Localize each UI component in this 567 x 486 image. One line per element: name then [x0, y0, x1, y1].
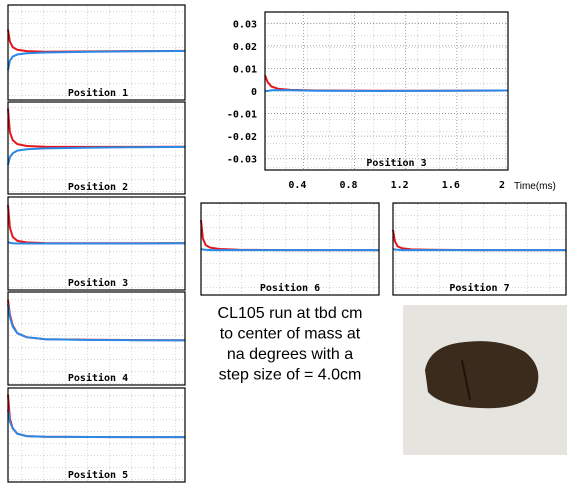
x-tick-label: 0.4 [288, 180, 306, 191]
trace [392, 248, 566, 252]
trace [7, 241, 186, 245]
panel-title: Position 1 [68, 87, 128, 99]
trace [7, 409, 185, 439]
y-tick-label: -0.02 [227, 132, 257, 143]
panel: 0.03 0.02 0.01 0 -0.01 -0.02 -0.03 0.4 0.8 1.2 1.6… [227, 11, 556, 192]
trace [200, 248, 379, 252]
caption-line: to center of mass at [220, 326, 361, 343]
panel: Position 2 [7, 101, 186, 195]
panel: Position 1 [7, 4, 186, 101]
plot-frame [7, 196, 186, 291]
panel-title: Position 3 [68, 277, 128, 289]
panel: Position 3 [7, 196, 186, 291]
panel: Position 4 [7, 291, 186, 386]
panel-title: Position 3 [366, 157, 426, 169]
y-tick-label: -0.03 [227, 155, 257, 166]
panel-title: Position 4 [68, 372, 128, 384]
x-tick-label: 1.6 [442, 180, 460, 191]
x-axis-label: Time(ms) [514, 181, 556, 192]
x-tick-label: 1.2 [391, 180, 409, 191]
caption: CL105 run at tbd cm to center of mass at n… [218, 305, 363, 384]
plot-frame [7, 387, 186, 483]
plot-frame [264, 11, 509, 171]
panel-title: Position 5 [68, 469, 128, 481]
x-tick-label: 2 [499, 180, 505, 191]
caption-line: CL105 run at tbd cm [218, 305, 363, 322]
panel: Position 5 [7, 387, 186, 483]
y-tick-label: 0 [251, 87, 257, 98]
plot-frame [7, 4, 186, 101]
panel: Position 6 [200, 202, 380, 296]
trace [7, 50, 186, 71]
caption-line: step size of = 4.0cm [219, 367, 362, 384]
plot-frame [200, 202, 380, 296]
panel-title: Position 2 [68, 181, 128, 193]
y-tick-label: 0.03 [233, 19, 257, 30]
plot-frame [392, 202, 567, 296]
y-tick-label: 0.02 [233, 42, 257, 53]
trace [265, 89, 509, 93]
panel: Position 7 [392, 202, 567, 296]
photo [403, 305, 567, 455]
plot-frame [7, 291, 186, 386]
trace [7, 145, 186, 166]
panel-title: Position 6 [260, 282, 320, 294]
y-tick-label: -0.01 [227, 110, 257, 121]
plot-area [8, 388, 185, 482]
plot-frame [7, 101, 186, 195]
x-tick-label: 0.8 [339, 180, 357, 191]
caption-line: na degrees with a [227, 346, 353, 363]
y-tick-label: 0.01 [233, 64, 257, 75]
trace [7, 303, 186, 342]
panel-title: Position 7 [449, 282, 509, 294]
